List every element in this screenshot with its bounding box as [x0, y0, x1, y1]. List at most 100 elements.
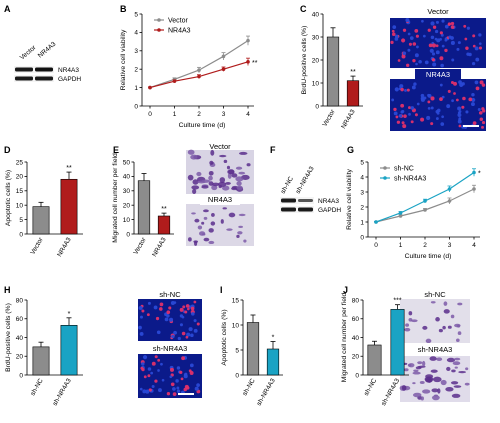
- stained-cell: [450, 381, 459, 385]
- chart-b: B 0 1 2 3 4 5 Relative cell viability 0 1 2 3 4 Cultu…: [120, 4, 258, 129]
- y-tick-label: 4: [134, 30, 138, 37]
- bar: [326, 36, 340, 107]
- blot-band-label: GAPDH: [58, 76, 81, 83]
- cell-nucleus: [468, 52, 472, 57]
- x-axis-label: Culture time (d): [179, 122, 226, 129]
- cell-nucleus: [481, 120, 486, 125]
- y-axis-label: BrdU-positive cells (%): [301, 26, 308, 95]
- cell-nucleus: [441, 44, 445, 48]
- y-tick-label: 4: [360, 174, 364, 181]
- stained-cell: [401, 385, 407, 391]
- y-tick-label: 80: [352, 297, 360, 304]
- cell-nucleus: [455, 98, 459, 102]
- cell-nucleus: [185, 335, 189, 339]
- significance-marker: *: [68, 311, 71, 318]
- cell-nucleus: [414, 113, 418, 117]
- panel-letter-i: I: [220, 285, 223, 295]
- stained-cell: [222, 185, 230, 191]
- cell-nucleus: [189, 363, 194, 368]
- cell-nucleus: [139, 387, 143, 391]
- cell-nucleus: [413, 82, 417, 86]
- cell-nucleus: [416, 102, 420, 106]
- cell-nucleus: [147, 301, 151, 305]
- stained-cell: [219, 154, 227, 158]
- micrograph-h: sh-NC sh-NR4A3: [138, 290, 202, 398]
- significance-marker: *: [272, 335, 275, 342]
- micrograph-e: Vector NR4A3: [186, 142, 254, 246]
- stained-cell: [405, 323, 410, 327]
- legend-label: sh-NR4A3: [394, 176, 426, 183]
- cell-nucleus: [401, 121, 405, 125]
- cell-nucleus: [478, 111, 483, 115]
- stained-cell: [422, 389, 431, 394]
- y-axis-label: Apoptotic cells (%): [221, 309, 228, 365]
- cell-nucleus: [422, 34, 426, 38]
- cell-nucleus: [461, 105, 465, 109]
- data-point: [221, 54, 226, 59]
- y-tick-label: 0: [360, 234, 364, 241]
- cell-nucleus: [189, 371, 194, 375]
- cell-nucleus: [146, 313, 150, 317]
- chart-d: D 0 5 10 15 20 25 Apoptotic cells (%) Vector ** NR…: [4, 145, 83, 258]
- cell-nucleus: [196, 383, 200, 387]
- cell-nucleus: [479, 80, 484, 85]
- cell-nucleus: [420, 117, 425, 122]
- cell-nucleus: [407, 32, 411, 36]
- stained-cell: [226, 165, 231, 170]
- cell-nucleus: [458, 124, 462, 128]
- y-tick-label: 20: [123, 203, 131, 210]
- stained-cell: [436, 357, 443, 362]
- cell-nucleus: [447, 23, 451, 26]
- cell-nucleus: [396, 120, 401, 124]
- scale-bar: [178, 393, 194, 395]
- cell-nucleus: [395, 115, 399, 119]
- cell-nucleus: [466, 26, 470, 30]
- cell-nucleus: [181, 315, 185, 319]
- cell-nucleus: [410, 120, 414, 124]
- x-tick-label: 2: [197, 111, 201, 118]
- cell-nucleus: [188, 327, 193, 332]
- micrograph-label: sh-NC: [159, 290, 181, 299]
- y-tick-label: 5: [19, 217, 23, 224]
- cell-nucleus: [154, 379, 158, 383]
- cell-nucleus: [457, 41, 461, 45]
- cell-nucleus: [151, 384, 155, 388]
- cell-nucleus: [138, 305, 143, 310]
- stained-cell: [219, 177, 226, 183]
- stained-cell: [435, 317, 440, 322]
- category-label: sh-NR4A3: [52, 377, 73, 407]
- y-axis-label: Apoptotic cells (%): [5, 170, 12, 226]
- cell-nucleus: [177, 336, 181, 341]
- stained-cell: [227, 169, 235, 175]
- stained-cell: [403, 368, 409, 372]
- cell-nucleus: [172, 392, 177, 396]
- cell-nucleus: [179, 370, 183, 375]
- cell-nucleus: [402, 124, 407, 129]
- cell-nucleus: [190, 306, 195, 311]
- cell-nucleus: [410, 106, 415, 110]
- y-tick-label: 5: [235, 347, 239, 354]
- cell-nucleus: [142, 355, 148, 360]
- bar: [246, 322, 260, 376]
- stained-cell: [194, 241, 198, 246]
- cell-nucleus: [465, 46, 469, 50]
- cell-nucleus: [190, 333, 194, 338]
- stained-cell: [202, 209, 209, 213]
- stained-cell: [442, 325, 446, 330]
- category-label: Vector: [132, 236, 148, 256]
- cell-nucleus: [444, 38, 448, 42]
- blot-band-label: NR4A3: [318, 198, 339, 205]
- blot-band: [15, 76, 33, 81]
- stained-cell: [187, 149, 195, 155]
- cell-nucleus: [450, 40, 455, 45]
- stained-cell: [464, 382, 470, 386]
- cell-nucleus: [400, 87, 404, 92]
- cell-nucleus: [403, 114, 407, 119]
- micrograph-label: sh-NR4A3: [153, 344, 188, 353]
- cell-nucleus: [169, 317, 174, 322]
- cell-nucleus: [415, 34, 419, 38]
- blot-lane-label: NR4A3: [37, 40, 58, 59]
- data-point: [447, 187, 452, 191]
- stained-cell: [457, 331, 462, 336]
- x-tick-label: 4: [246, 111, 250, 118]
